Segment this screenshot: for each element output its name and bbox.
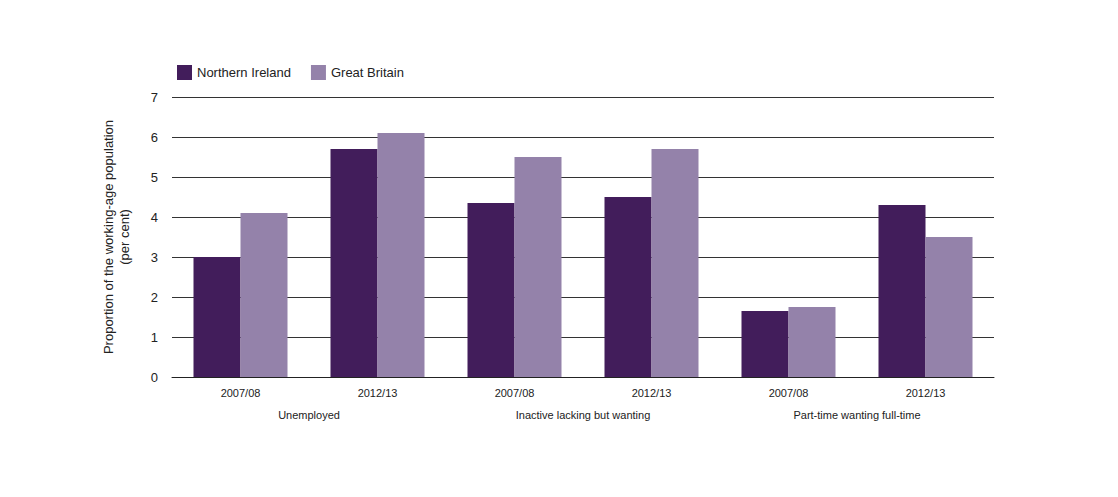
svg-text:2: 2: [151, 290, 158, 305]
svg-text:3: 3: [151, 250, 158, 265]
svg-text:5: 5: [151, 170, 158, 185]
svg-text:0: 0: [151, 370, 158, 385]
svg-text:Inactive lacking but wanting: Inactive lacking but wanting: [516, 409, 651, 421]
svg-text:Unemployed: Unemployed: [278, 409, 340, 421]
svg-text:Proportion of the working-age: Proportion of the working-age population: [101, 120, 116, 354]
svg-text:Great Britain: Great Britain: [331, 65, 404, 80]
svg-text:(per cent): (per cent): [117, 209, 132, 265]
svg-text:4: 4: [151, 210, 158, 225]
svg-text:7: 7: [151, 90, 158, 105]
svg-text:6: 6: [151, 130, 158, 145]
svg-text:1: 1: [151, 330, 158, 345]
svg-text:2007/08: 2007/08: [769, 387, 809, 399]
svg-text:2012/13: 2012/13: [632, 387, 672, 399]
svg-text:Northern Ireland: Northern Ireland: [197, 65, 291, 80]
svg-text:2007/08: 2007/08: [221, 387, 261, 399]
svg-text:2007/08: 2007/08: [495, 387, 535, 399]
svg-text:2012/13: 2012/13: [906, 387, 946, 399]
svg-text:Part-time wanting full-time: Part-time wanting full-time: [793, 409, 920, 421]
svg-text:2012/13: 2012/13: [358, 387, 398, 399]
